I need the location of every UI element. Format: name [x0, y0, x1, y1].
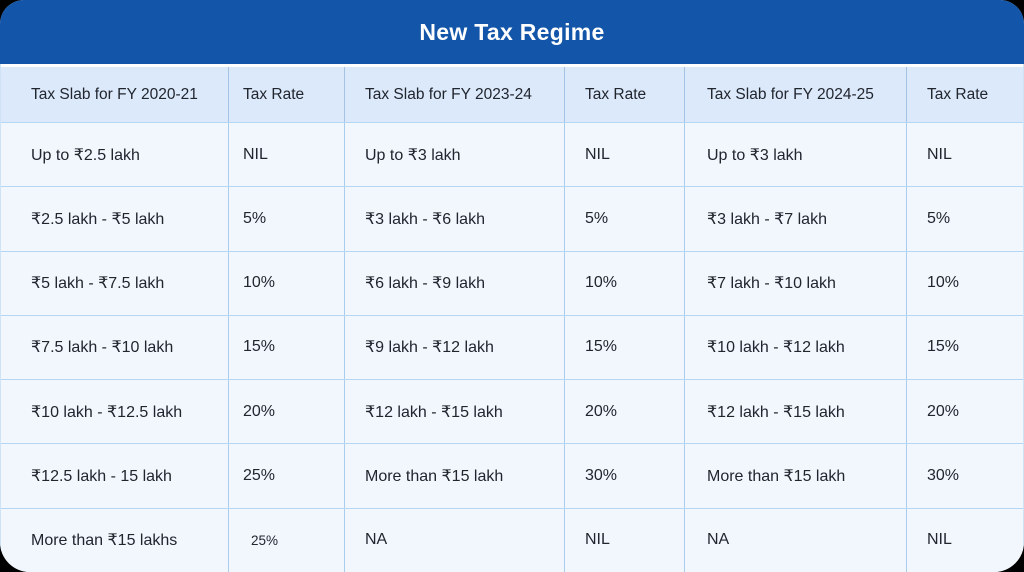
- title-band: New Tax Regime: [0, 0, 1024, 64]
- table-row: Up to ₹2.5 lakh NIL Up to ₹3 lakh NIL Up to …: [1, 122, 1023, 187]
- tax-table: Tax Slab for FY 2020-21 Tax Rate Tax Slab …: [0, 64, 1024, 572]
- cell-tax-slab: More than ₹15 lakh: [345, 444, 565, 508]
- cell-tax-rate: 10%: [565, 251, 685, 315]
- column-header-tax-rate: Tax Rate: [565, 67, 685, 122]
- cell-tax-slab: Up to ₹3 lakh: [685, 123, 907, 187]
- cell-tax-rate: 15%: [565, 315, 685, 380]
- cell-tax-slab: ₹9 lakh - ₹12 lakh: [345, 315, 565, 380]
- table-row: ₹2.5 lakh - ₹5 lakh 5% ₹3 lakh - ₹6 lakh 5%…: [1, 186, 1023, 251]
- table-header-row: Tax Slab for FY 2020-21 Tax Rate Tax Slab …: [1, 67, 1023, 122]
- cell-tax-rate: 5%: [927, 209, 951, 227]
- cell-tax-rate: NIL: [229, 123, 345, 187]
- cell-tax-slab: ₹7.5 lakh - ₹10 lakh: [1, 315, 229, 380]
- cell-tax-rate: 20%: [229, 380, 345, 444]
- table-row: ₹7.5 lakh - ₹10 lakh 15% ₹9 lakh - ₹12 lak…: [1, 314, 1023, 380]
- cell-tax-rate: 10%: [229, 251, 345, 315]
- table-row: ₹5 lakh - ₹7.5 lakh 10% ₹6 lakh - ₹9 lakh 1…: [1, 250, 1023, 315]
- table-row: More than ₹15 lakhs 25% NA NIL NA NIL: [1, 507, 1023, 572]
- cell-tax-slab: More than ₹15 lakhs: [1, 508, 229, 572]
- cell-tax-slab: ₹3 lakh - ₹6 lakh: [345, 187, 565, 251]
- column-header-tax-rate: Tax Rate: [927, 85, 989, 103]
- table-row: ₹12.5 lakh - 15 lakh 25% More than ₹15 lak…: [1, 443, 1023, 508]
- cell-tax-slab: ₹10 lakh - ₹12.5 lakh: [1, 380, 229, 444]
- cell-tax-slab: ₹2.5 lakh - ₹5 lakh: [1, 187, 229, 251]
- cell-tax-slab: ₹12 lakh - ₹15 lakh: [345, 380, 565, 444]
- cell-tax-slab: ₹5 lakh - ₹7.5 lakh: [1, 251, 229, 315]
- cell-tax-rate: 25%: [229, 508, 345, 572]
- column-header-tax-slab: Tax Slab for FY 2023-24: [345, 67, 565, 122]
- cell-tax-slab: NA: [345, 508, 565, 572]
- cell-tax-rate: 5%: [229, 187, 345, 251]
- cell-tax-rate: NIL: [927, 531, 952, 549]
- cell-tax-slab: ₹12.5 lakh - 15 lakh: [1, 444, 229, 508]
- cell-tax-rate: NIL: [565, 508, 685, 572]
- column-header-tax-rate: Tax Rate: [229, 67, 345, 122]
- table-row: ₹10 lakh - ₹12.5 lakh 20% ₹12 lakh - ₹15 l…: [1, 379, 1023, 444]
- cell-tax-rate: 5%: [565, 187, 685, 251]
- cell-tax-rate: 20%: [927, 402, 960, 420]
- column-header-tax-slab: Tax Slab for FY 2020-21: [1, 67, 229, 122]
- cell-tax-rate: 10%: [927, 274, 960, 292]
- page-title: New Tax Regime: [419, 18, 605, 45]
- cell-tax-rate: 15%: [927, 338, 960, 356]
- cell-tax-slab: More than ₹15 lakh: [685, 444, 907, 508]
- cell-tax-rate: 20%: [565, 380, 685, 444]
- cell-tax-slab: NA: [685, 508, 907, 572]
- cell-tax-slab: Up to ₹2.5 lakh: [1, 123, 229, 187]
- cell-tax-rate: 30%: [565, 444, 685, 508]
- cell-tax-slab: Up to ₹3 lakh: [345, 123, 565, 187]
- cell-tax-slab: ₹6 lakh - ₹9 lakh: [345, 251, 565, 315]
- cell-tax-slab: ₹3 lakh - ₹7 lakh: [685, 187, 907, 251]
- cell-tax-slab: ₹7 lakh - ₹10 lakh: [685, 251, 907, 315]
- cell-tax-rate: NIL: [565, 123, 685, 187]
- column-header-tax-slab: Tax Slab for FY 2024-25: [685, 67, 907, 122]
- tax-table-grid: Tax Slab for FY 2020-21 Tax Rate Tax Slab …: [1, 64, 1023, 572]
- cell-tax-rate: 15%: [229, 315, 345, 380]
- cell-tax-slab: ₹12 lakh - ₹15 lakh: [685, 380, 907, 444]
- cell-tax-rate: 25%: [229, 444, 345, 508]
- cell-tax-rate: 30%: [927, 467, 960, 485]
- cell-tax-slab: ₹10 lakh - ₹12 lakh: [685, 315, 907, 380]
- cell-tax-rate: NIL: [927, 145, 952, 163]
